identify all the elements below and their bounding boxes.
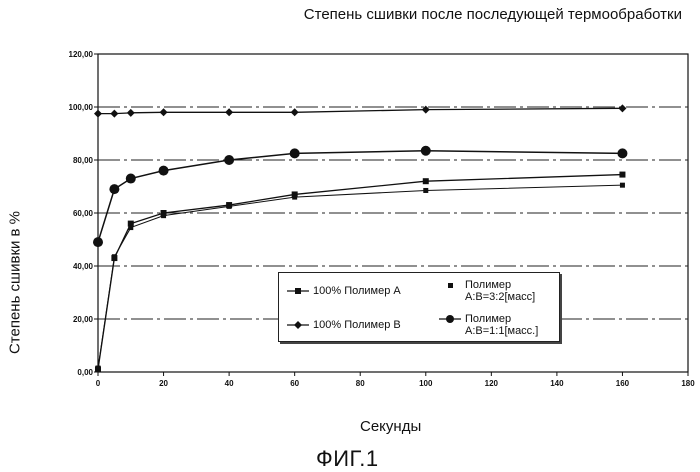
x-tick-label: 160 bbox=[616, 379, 630, 388]
data-point-circle bbox=[290, 148, 300, 158]
y-axis-label: Степень сшивки в % bbox=[7, 198, 24, 368]
legend-label-polymer-a: 100% Полимер A bbox=[313, 285, 401, 297]
square-marker-icon bbox=[287, 285, 309, 297]
legend-item-polymer-a: 100% Полимер A bbox=[287, 285, 401, 297]
data-point-small-square bbox=[112, 254, 117, 259]
data-point-diamond bbox=[291, 108, 299, 116]
y-tick-label: 100,00 bbox=[69, 103, 94, 112]
y-tick-label: 20,00 bbox=[73, 315, 94, 324]
y-tick-label: 0,00 bbox=[77, 368, 93, 377]
data-point-circle bbox=[617, 148, 627, 158]
legend-label-polymer-1-1-line2: A:B=1:1[масс.] bbox=[465, 325, 538, 337]
figure-label: ФИГ.1 bbox=[316, 446, 379, 472]
data-point-small-square bbox=[227, 204, 232, 209]
x-tick-label: 140 bbox=[550, 379, 564, 388]
x-tick-label: 80 bbox=[356, 379, 365, 388]
data-point-square bbox=[619, 172, 625, 178]
y-tick-label: 120,00 bbox=[69, 50, 94, 59]
data-point-square bbox=[423, 178, 429, 184]
data-point-small-square bbox=[423, 188, 428, 193]
legend-item-polymer-1-1: ПолимерA:B=1:1[масс.] bbox=[439, 313, 538, 337]
data-point-diamond bbox=[94, 110, 102, 118]
circle-marker-icon bbox=[439, 313, 461, 325]
data-point-diamond bbox=[225, 108, 233, 116]
x-tick-label: 0 bbox=[96, 379, 101, 388]
legend-label-polymer-3-2: ПолимерA:B=3:2[масс] bbox=[465, 279, 535, 303]
series-line bbox=[98, 108, 622, 113]
legend-item-polymer-3-2: ПолимерA:B=3:2[масс] bbox=[439, 279, 535, 303]
data-point-small-square bbox=[620, 183, 625, 188]
y-axis-label-wrap: Степень сшивки в % bbox=[4, 200, 24, 370]
x-tick-label: 40 bbox=[225, 379, 234, 388]
data-point-small-square bbox=[292, 195, 297, 200]
data-point-circle bbox=[109, 184, 119, 194]
data-point-circle bbox=[159, 166, 169, 176]
data-point-small-square bbox=[96, 366, 101, 371]
legend-label-polymer-1-1: ПолимерA:B=1:1[масс.] bbox=[465, 313, 538, 337]
data-point-circle bbox=[224, 155, 234, 165]
data-point-diamond bbox=[160, 108, 168, 116]
data-point-diamond bbox=[110, 110, 118, 118]
data-point-circle bbox=[93, 237, 103, 247]
legend-label-polymer-b: 100% Полимер B bbox=[313, 319, 401, 331]
data-point-diamond bbox=[618, 104, 626, 112]
data-point-diamond bbox=[127, 109, 135, 117]
y-tick-label: 60,00 bbox=[73, 209, 94, 218]
x-tick-label: 100 bbox=[419, 379, 433, 388]
legend-label-polymer-1-1-line1: Полимер bbox=[465, 313, 511, 325]
data-point-small-square bbox=[161, 213, 166, 218]
x-tick-label: 180 bbox=[681, 379, 695, 388]
y-tick-label: 80,00 bbox=[73, 156, 94, 165]
x-tick-label: 20 bbox=[159, 379, 168, 388]
legend-item-polymer-b: 100% Полимер B bbox=[287, 319, 401, 331]
y-tick-label: 40,00 bbox=[73, 262, 94, 271]
data-point-circle bbox=[126, 174, 136, 184]
data-point-circle bbox=[421, 146, 431, 156]
data-point-small-square bbox=[128, 225, 133, 230]
legend-label-polymer-3-2-line2: A:B=3:2[масс] bbox=[465, 291, 535, 303]
small-square-marker-icon bbox=[439, 279, 461, 291]
legend-label-polymer-3-2-line1: Полимер bbox=[465, 279, 511, 291]
diamond-marker-icon bbox=[287, 319, 309, 331]
x-tick-label: 120 bbox=[485, 379, 499, 388]
legend: 100% Полимер A 100% Полимер B ПолимерA:B… bbox=[278, 272, 560, 342]
x-tick-label: 60 bbox=[290, 379, 299, 388]
series-line bbox=[98, 151, 622, 242]
x-axis-label: Секунды bbox=[360, 418, 421, 435]
